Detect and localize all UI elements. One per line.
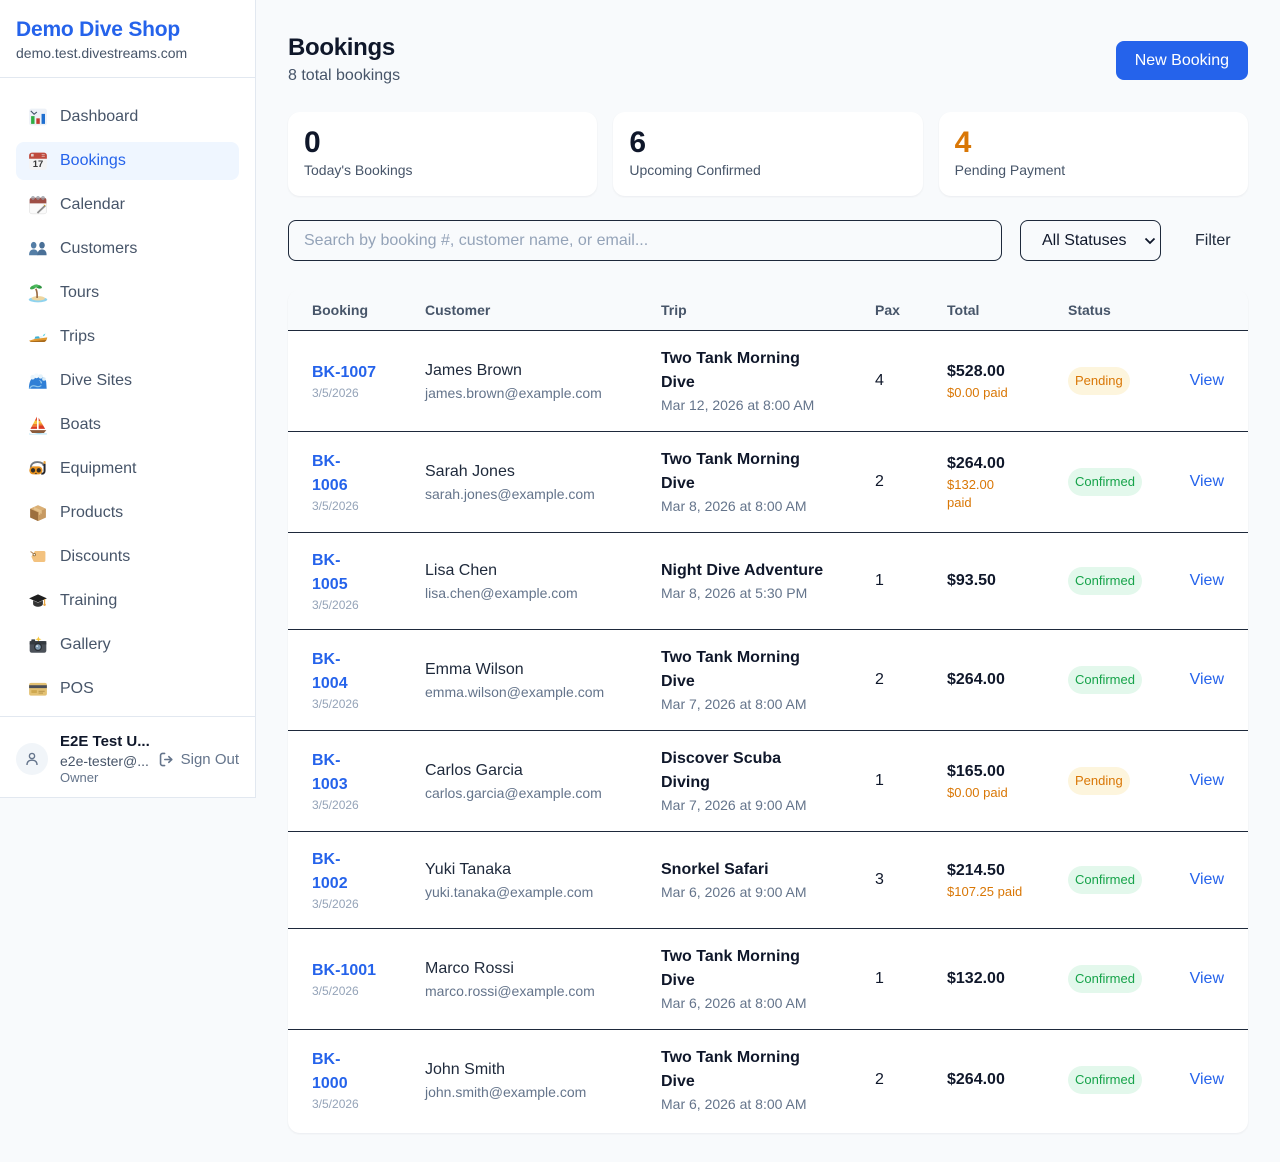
svg-text:17: 17: [33, 159, 44, 170]
